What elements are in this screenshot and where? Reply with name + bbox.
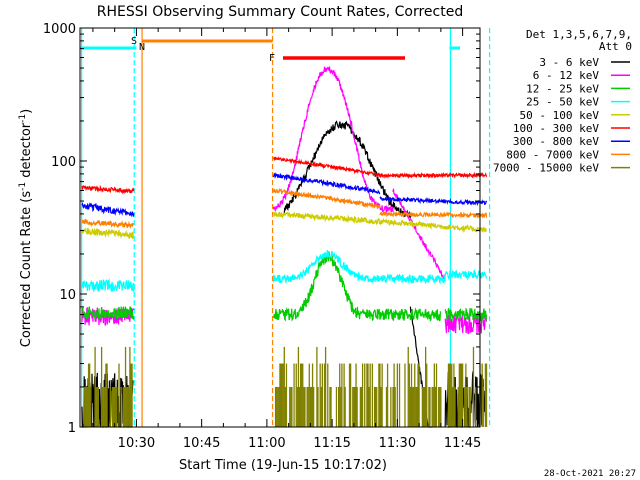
legend-item: 300 - 800 keV [513,135,630,148]
curve-segment-0 [81,184,135,195]
curve-segment-0 [81,201,135,218]
series-25-50-kev [81,249,488,292]
curve-segment-1 [272,251,442,323]
y-tick-label-2: 100 [51,155,76,170]
x-tick-label-5: 11:45 [444,436,481,451]
timestamp: 28-Oct-2021 20:27 [544,469,636,479]
series-300-800-kev [81,172,488,218]
series-800-7000-kev [81,188,488,229]
legend-item: 25 - 50 keV [526,96,630,109]
curve-segment-0 [81,218,135,229]
flare-marker-label: F [269,53,275,64]
night-marker-label: N [139,42,145,53]
curve-segment-2 [379,196,488,207]
curve-segment-1 [272,249,446,285]
y-axis-label-sup2: -1 [18,114,28,123]
legend-label: 800 - 7000 keV [506,148,599,161]
x-tick-label-4: 11:30 [379,436,416,451]
x-tick-label-0: 10:30 [118,436,155,451]
legend-item: 3 - 6 keV [539,56,630,69]
series-100-300-kev [81,155,488,195]
x-tick-label-1: 10:45 [183,436,220,451]
curve-segment-1 [272,66,394,213]
legend-label: 25 - 50 keV [526,96,599,109]
y-tick-label-3: 1000 [43,22,76,37]
series-12-25-kev [81,251,488,324]
curve-segment-0 [81,306,135,320]
curve-segment-1 [272,188,381,210]
legend-label: 7000 - 15000 keV [493,162,599,175]
series-50-100-kev [81,211,487,240]
y-axis-label: Corrected Count Rate (s-1 detector-1) [18,109,34,347]
plot-area: SN F [79,27,491,428]
legend-label: 3 - 6 keV [539,56,599,69]
legend-header-line1: Det 1,3,5,6,7,9, [526,28,632,41]
legend-label: 50 - 100 keV [520,109,600,122]
legend-item: 12 - 25 keV [526,82,630,95]
x-tick-label-2: 11:00 [248,436,285,451]
legend-label: 300 - 800 keV [513,135,599,148]
legend-label: 6 - 12 keV [533,69,600,82]
plot-frame [79,27,481,428]
legend-item: 100 - 300 keV [513,122,630,135]
legend-label: 12 - 25 keV [526,82,599,95]
curve-segment-2 [379,210,488,219]
curve-segment-1 [273,155,381,178]
y-tick-label-1: 10 [59,288,76,303]
legend-item: 7000 - 15000 keV [493,162,630,175]
curve-segment-1 [283,120,411,219]
curve-segment-2 [379,171,488,180]
y-axis-label-main: Corrected Count Rate (s [19,191,34,348]
curve-segment-1 [273,211,487,234]
chart-title: RHESSI Observing Summary Count Rates, Co… [97,4,463,20]
curve-segment-2 [392,188,446,280]
y-axis-label-mid: detector [19,122,34,182]
y-axis-label-end: ) [19,109,34,114]
curve-segment-1 [272,172,381,195]
curve-segment-0 [81,227,135,240]
legend-item: 50 - 100 keV [520,109,630,122]
saa-marker-label: S [131,36,137,47]
y-axis-label-sup1: -1 [18,182,28,191]
x-tick-label-3: 11:15 [313,436,350,451]
y-tick-label-0: 1 [68,421,76,436]
legend-item: 6 - 12 keV [533,69,630,82]
series-7000-15000-kev [83,346,488,427]
legend-item: 800 - 7000 keV [506,148,630,161]
curve-segment-0 [81,278,135,292]
legend-header-line2: Att 0 [599,40,632,53]
legend-label: 100 - 300 keV [513,122,599,135]
x-axis-label: Start Time (19-Jun-15 10:17:02) [179,458,387,473]
